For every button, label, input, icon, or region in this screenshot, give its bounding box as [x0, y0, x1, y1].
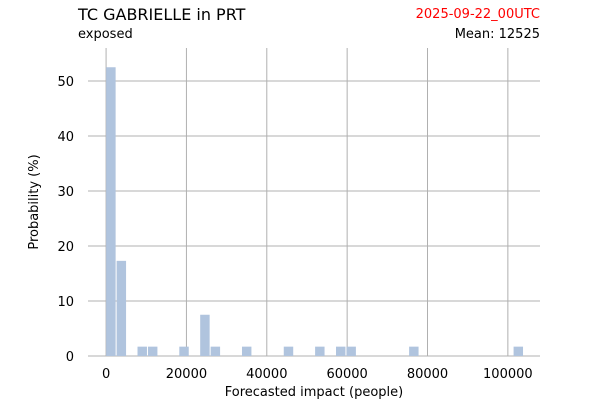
histogram-bar [283, 346, 294, 356]
bars [106, 67, 524, 356]
histogram-bar [147, 346, 158, 356]
x-axis-label: Forecasted impact (people) [225, 385, 403, 400]
y-tick-label: 0 [66, 350, 74, 365]
y-tick-label: 30 [57, 185, 74, 200]
histogram-bar [137, 346, 147, 356]
histogram-bar [335, 346, 346, 356]
histogram-bar [241, 346, 252, 356]
y-tick-label: 20 [57, 240, 74, 255]
tick-labels: 0 10 20 30 40 50 0 20000 40000 60000 80000 100000 [57, 75, 532, 382]
histogram-bar [106, 67, 116, 356]
x-tick-label: 80000 [407, 367, 448, 382]
mean-value: Mean: 12525 [454, 27, 540, 42]
histogram-bar [346, 346, 356, 356]
x-tick-label: 100000 [483, 367, 533, 382]
histogram-bar [179, 346, 189, 356]
y-axis-label: Probability (%) [27, 154, 42, 249]
forecast-date: 2025-09-22_00UTC [415, 7, 540, 22]
y-tick-label: 40 [57, 130, 74, 145]
histogram-bar [315, 346, 325, 356]
y-tick-label: 50 [57, 75, 74, 90]
x-tick-label: 60000 [326, 367, 367, 382]
histogram-bar [513, 346, 524, 356]
grid-lines [88, 48, 540, 357]
histogram-bar [409, 346, 419, 356]
chart-title: TC GABRIELLE in PRT [78, 5, 246, 24]
x-tick-label: 0 [102, 367, 110, 382]
histogram-bar [200, 314, 210, 356]
chart-subtitle: exposed [78, 27, 133, 42]
histogram-bar [210, 346, 221, 356]
x-tick-label: 20000 [166, 367, 207, 382]
x-tick-label: 40000 [246, 367, 287, 382]
histogram-bar [116, 260, 127, 356]
y-tick-label: 10 [57, 295, 74, 310]
